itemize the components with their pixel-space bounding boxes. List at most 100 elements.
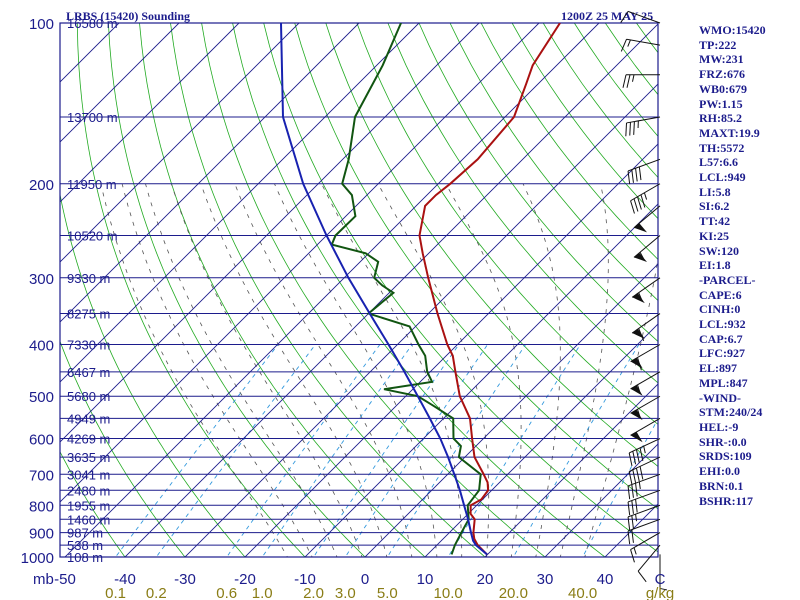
wind-barb-pennant [630,385,643,396]
wind-barb-feather [632,469,637,483]
temperature-tick-label: -50 [54,571,76,588]
wind-barb-feather [631,484,634,498]
wind-barb-pennant [632,293,645,304]
wind-barb [631,277,661,304]
mixing-ratio-line [261,344,413,557]
dry-adiabat [325,23,658,467]
wind-barb [622,74,660,88]
mixing-ratio-tick-label: 2.0 [303,585,324,600]
height-label: 1955 m [67,498,110,513]
isotherm [60,23,180,143]
mixing-ratio-tick-label: 0.1 [105,585,126,600]
isotherm [64,23,600,557]
pressure-tick-label: 200 [29,177,54,194]
wind-barb-feather [632,451,637,465]
index-item: MW:231 [699,52,744,67]
wind-barb [630,532,661,563]
index-item: SW:120 [699,243,740,258]
index-item: RH:85.2 [699,111,742,126]
index-item: MPL:847 [699,375,748,390]
wind-barb [627,518,661,545]
wind-barb-staff [627,518,661,532]
dry-adiabat [418,23,658,342]
wind-barb-staff [626,38,661,46]
wind-barb-feather [635,449,640,463]
isotherm [60,23,540,503]
mixing-ratio-tick-label: 5.0 [377,585,398,600]
wind-barb-half-feather [635,514,638,522]
wind-barb-feather [635,483,638,497]
isotherm [60,23,300,263]
wind-barb-staff [637,544,661,572]
moist-adiabat [200,183,388,557]
index-item: L57:6.6 [699,155,738,170]
mixing-ratio-line [155,344,316,557]
pressure-tick-label: 100 [29,16,54,33]
pressure-tick-label: 500 [29,389,54,406]
temperature-tick-label: -30 [174,571,196,588]
height-label: 2480 m [67,483,110,498]
wind-barb-staff [628,456,661,472]
wind-barb-feather [637,196,642,210]
wind-barb [620,10,661,24]
wind-barb-feather [631,500,634,514]
mixing-ratio-unit-label: g/kg [646,585,674,600]
mixing-ratio-tick-label: 0.2 [146,585,167,600]
dewpoint-profile [330,23,482,555]
wind-barb-feather [627,501,631,516]
pressure-tick-label: 1000 [21,550,54,567]
wind-barb-feather [633,198,639,212]
wind-barb-feather [631,515,634,529]
wind-barb-half-feather [627,39,631,47]
wind-barb-feather [639,447,644,461]
index-item: WMO:15420 [699,23,766,37]
mixing-ratio-line [226,344,381,557]
height-label: 6467 m [67,365,110,380]
wind-barb-feather [629,122,631,136]
pressure-unit-label: mb [33,571,54,588]
index-item: SRDS:109 [699,449,752,464]
temperature-tick-label: 0 [361,571,369,588]
wind-barb [659,554,668,591]
wind-barb-feather [631,529,634,543]
wind-barb-feather [631,169,634,183]
wind-barb-staff [630,183,661,202]
index-item: FRZ:676 [699,67,745,82]
index-item: TH:5572 [699,140,745,155]
index-item: LCL:932 [699,317,746,332]
isotherm [424,323,658,557]
index-item: CAP:6.7 [699,331,743,346]
wind-barb-half-feather [633,547,637,555]
mixing-ratio-tick-label: 3.0 [335,585,356,600]
index-item: -WIND- [699,390,741,405]
wind-barb [633,235,661,263]
index-item: KI:25 [699,228,729,243]
wind-barb-feather [628,471,633,485]
isotherm [244,143,658,557]
wind-barb [630,417,661,443]
height-label: 8275 m [67,307,110,322]
wind-barb-feather [630,549,635,563]
isotherm [184,83,658,557]
dry-adiabat [387,23,658,384]
wind-barb [628,456,661,485]
parcel-trajectory [280,23,488,556]
height-label: 3041 m [67,467,110,482]
moist-adiabat [171,183,363,557]
wind-barb-half-feather [643,192,648,200]
height-label: 5680 m [67,389,110,404]
wind-barb-feather [625,122,628,137]
wind-barb-staff [628,438,661,454]
dry-adiabat [356,23,658,425]
dry-adiabat [60,450,126,557]
wind-barb-staff [627,158,661,172]
index-item: HEL:-9 [699,419,739,434]
dry-adiabat [294,23,658,510]
isotherm [60,23,480,443]
index-item: -PARCEL- [699,272,756,287]
wind-barb-feather [622,74,627,88]
moist-adiabat [559,183,609,557]
wind-barb-staff [630,344,661,362]
wind-barb-feather [639,466,644,480]
moist-adiabats [100,183,658,557]
